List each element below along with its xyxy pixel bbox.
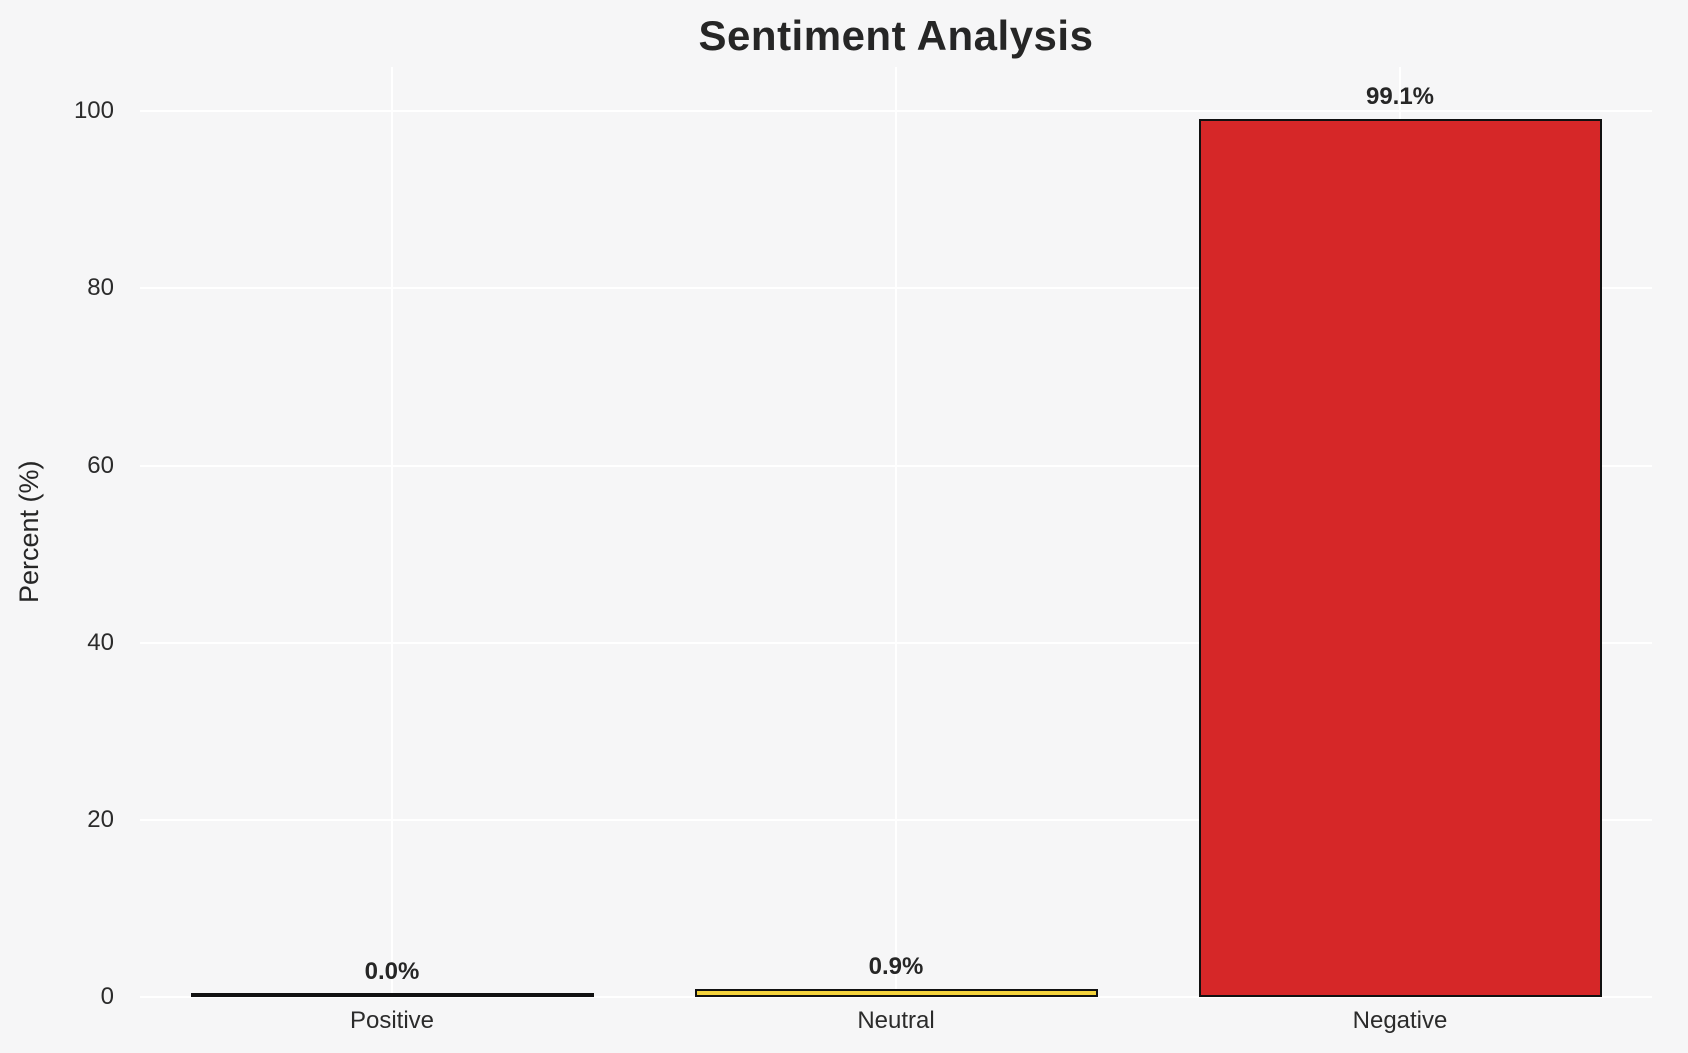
- x-tick-label: Neutral: [857, 1007, 935, 1034]
- x-tick-label: Negative: [1352, 1007, 1448, 1034]
- bar-value-label: 0.0%: [364, 958, 420, 985]
- chart-title: Sentiment Analysis: [698, 12, 1094, 59]
- y-tick-label: 40: [87, 628, 114, 656]
- y-gridline: [140, 996, 1652, 998]
- y-tick-label: 80: [87, 274, 114, 302]
- x-gridline: [895, 67, 897, 997]
- y-tick-label: 20: [87, 805, 114, 833]
- bar-value-label: 0.9%: [868, 953, 924, 980]
- y-tick-label: 0: [100, 983, 114, 1010]
- y-axis-label: Percent (%): [14, 460, 44, 604]
- bar-neutral: [695, 989, 1098, 997]
- bar-value-label: 99.1%: [1365, 83, 1435, 110]
- x-gridline: [391, 67, 393, 997]
- y-tick-label: 60: [87, 451, 114, 479]
- plot-area: 0 20 40 60 80 100 0.0% Positive 0.9% Neutral 99.1%…: [74, 67, 1652, 1034]
- x-tick-label: Positive: [349, 1007, 435, 1034]
- y-tick-label: 100: [73, 97, 114, 125]
- bar-negative: [1199, 119, 1602, 997]
- bar-positive: [191, 993, 594, 997]
